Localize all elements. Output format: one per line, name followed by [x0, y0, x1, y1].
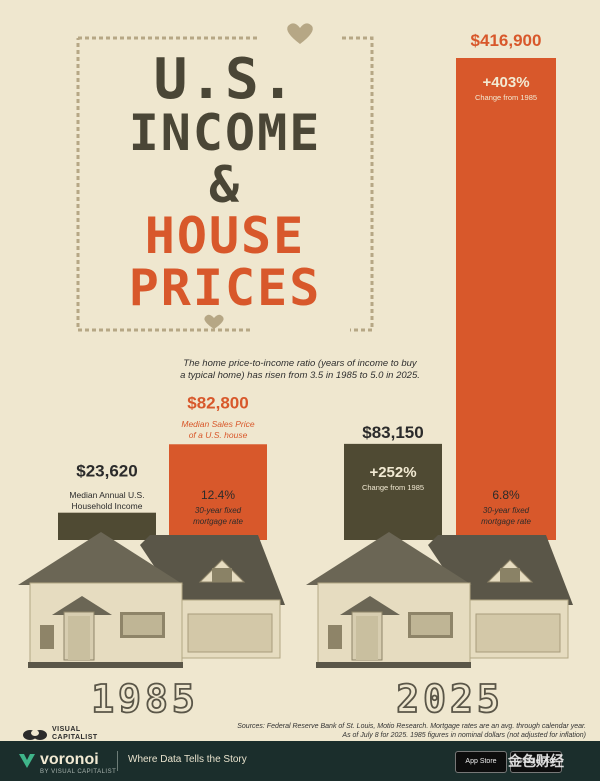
footer-divider — [117, 751, 118, 771]
title-line-5: PRICES — [129, 259, 322, 317]
value-label-price-2025: $416,900 — [471, 31, 542, 50]
app-store-label: App Store — [465, 758, 497, 765]
income-change-desc: Change from 1985 — [362, 483, 424, 492]
voronoi-byline: BY VISUAL CAPITALIST — [40, 769, 117, 775]
price-change: +403% — [482, 74, 529, 91]
income-desc-line-2: Household Income — [72, 501, 143, 511]
category-label-1985: 1985 — [91, 677, 199, 721]
heart-icon — [204, 314, 224, 329]
mortgage-rate-2025: 6.8% — [492, 488, 520, 502]
price-desc-line-2: of a U.S. house — [189, 430, 248, 440]
value-label-price-1985: $82,800 — [187, 393, 248, 412]
bar-income-2025 — [344, 443, 442, 540]
sources-line-1: Sources: Federal Reserve Bank of St. Lou… — [237, 723, 586, 730]
visual-capitalist-logo-icon — [22, 727, 48, 746]
sources-line-2: As of July 8 for 2025. 1985 figures in n… — [342, 732, 586, 739]
visual-capitalist-wordmark: VISUAL CAPITALIST — [52, 726, 98, 742]
price-change-desc: Change from 1985 — [475, 93, 537, 102]
category-label-2025: 2025 — [396, 677, 504, 721]
mortgage-rate-1985: 12.4% — [201, 488, 235, 502]
title-line-1: U.S. — [154, 47, 297, 112]
price-desc-line-1: Median Sales Price — [181, 419, 255, 429]
footer-tagline: Where Data Tells the Story — [128, 754, 247, 765]
value-label-income-1985: $23,620 — [76, 462, 137, 481]
logo-top-text: VISUAL — [52, 726, 81, 733]
income-change: +252% — [369, 464, 416, 481]
mortgage-desc-2025-line-2: mortgage rate — [481, 517, 531, 526]
title-frame — [76, 36, 374, 332]
voronoi-logo-icon — [19, 754, 35, 768]
subtitle-line-1: The home price-to-income ratio (years of… — [183, 358, 418, 369]
mortgage-desc-1985-line-1: 30-year fixed — [195, 506, 242, 515]
mortgage-desc-2025-line-1: 30-year fixed — [483, 506, 530, 515]
google-play-label: Google Play — [516, 758, 556, 765]
bar-price-2025 — [456, 58, 556, 540]
house-2025-illustration — [306, 532, 573, 668]
chart: U.S. INCOME & HOUSE PRICES The home pric… — [18, 23, 573, 722]
house-1985-illustration — [18, 532, 285, 668]
bar-income-1985 — [58, 512, 156, 540]
watermark: 金色财经 — [508, 753, 564, 769]
app-store-button[interactable]: App Store — [455, 751, 507, 773]
value-label-income-2025: $83,150 — [362, 423, 423, 442]
title-line-4: HOUSE — [145, 207, 306, 265]
bar-price-1985 — [169, 444, 267, 540]
income-desc-line-1: Median Annual U.S. — [69, 490, 144, 500]
google-play-button[interactable]: Google Play — [510, 751, 562, 773]
footer-bar: voronoi BY VISUAL CAPITALIST Where Data … — [0, 741, 600, 781]
title-line-3: & — [209, 156, 241, 214]
mortgage-desc-1985-line-2: mortgage rate — [193, 517, 243, 526]
heart-icon — [287, 23, 313, 44]
logo-bottom-text: CAPITALIST — [52, 734, 98, 741]
subtitle-line-2: a typical home) has risen from 3.5 in 19… — [180, 370, 420, 381]
voronoi-brand[interactable]: voronoi — [40, 751, 99, 768]
title-line-2: INCOME — [129, 104, 322, 162]
sources-note: Sources: Federal Reserve Bank of St. Lou… — [166, 722, 586, 740]
